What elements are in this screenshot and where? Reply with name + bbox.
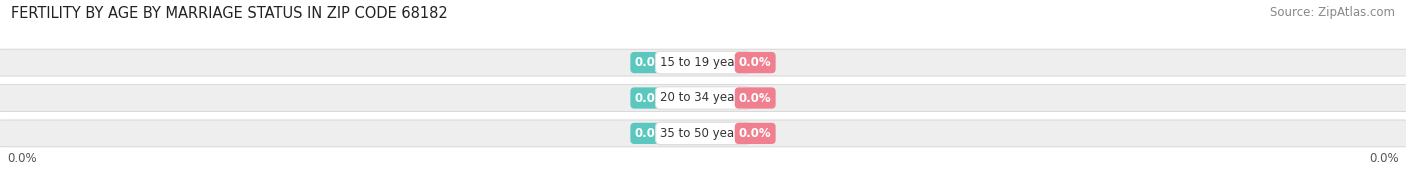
FancyBboxPatch shape (0, 49, 1406, 76)
FancyBboxPatch shape (0, 120, 1406, 147)
Text: 15 to 19 years: 15 to 19 years (661, 56, 745, 69)
Text: 0.0%: 0.0% (634, 127, 666, 140)
Text: 0.0%: 0.0% (7, 152, 37, 165)
Text: 0.0%: 0.0% (1369, 152, 1399, 165)
FancyBboxPatch shape (0, 84, 1406, 112)
Text: 20 to 34 years: 20 to 34 years (661, 92, 745, 104)
Text: 0.0%: 0.0% (740, 127, 772, 140)
Text: 0.0%: 0.0% (634, 92, 666, 104)
Text: 35 to 50 years: 35 to 50 years (661, 127, 745, 140)
Text: Source: ZipAtlas.com: Source: ZipAtlas.com (1270, 6, 1395, 19)
Text: 0.0%: 0.0% (634, 56, 666, 69)
Legend: Married, Unmarried: Married, Unmarried (614, 193, 792, 196)
Text: FERTILITY BY AGE BY MARRIAGE STATUS IN ZIP CODE 68182: FERTILITY BY AGE BY MARRIAGE STATUS IN Z… (11, 6, 449, 21)
Text: 0.0%: 0.0% (740, 56, 772, 69)
Text: 0.0%: 0.0% (740, 92, 772, 104)
